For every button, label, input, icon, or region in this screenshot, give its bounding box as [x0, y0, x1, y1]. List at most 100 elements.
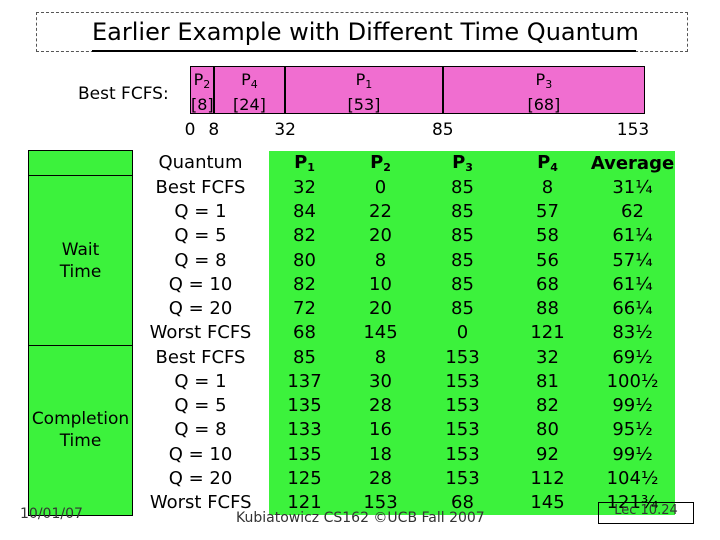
average-cell: 69½ — [590, 345, 675, 370]
table-header-row: Quantum P1 P2 P3 P4 Average — [28, 149, 675, 177]
p2-cell: 153 — [340, 491, 421, 516]
average-cell: 99½ — [590, 394, 675, 419]
column-header: P2 — [340, 150, 421, 176]
p2-cell: 22 — [340, 200, 421, 225]
gantt-label: Best FCFS: — [78, 84, 169, 104]
table-row: Q = 10 135 18 153 92 99½ — [29, 442, 675, 467]
p3-cell: 85 — [420, 175, 505, 200]
p3-cell: 153 — [420, 345, 505, 370]
table-row: Worst FCFS 68 145 0 121 83½ — [29, 321, 675, 346]
p2-cell: 8 — [340, 248, 421, 273]
method-cell: Q = 20 — [132, 466, 269, 491]
p1-cell: 84 — [268, 200, 341, 225]
average-cell: 61¼ — [590, 224, 675, 249]
table-row: Q = 5 82 20 85 58 61¼ — [29, 224, 675, 249]
comparison-table-wrap: Quantum P1 P2 P3 P4 Average Wait Time Best FCFS 3… — [28, 149, 675, 516]
p1-cell: 135 — [268, 394, 341, 419]
title-underline — [92, 50, 636, 52]
gantt-tick: 153 — [616, 120, 650, 140]
p1-cell: 32 — [268, 175, 341, 200]
method-cell: Q = 10 — [132, 442, 269, 467]
group-label: Completion Time — [28, 345, 133, 516]
p2-cell: 28 — [340, 394, 421, 419]
group-label: Wait Time — [28, 175, 133, 346]
table-row: Q = 8 133 16 153 80 95½ — [29, 418, 675, 443]
table-row: Q = 8 80 8 85 56 57¼ — [29, 248, 675, 273]
p2-cell: 0 — [340, 175, 421, 200]
p3-cell: 85 — [420, 224, 505, 249]
table-row: Completion Time Best FCFS 85 8 153 32 69½ — [28, 345, 675, 516]
method-cell: Q = 5 — [132, 224, 269, 249]
p2-cell: 20 — [340, 224, 421, 249]
method-cell: Best FCFS — [132, 175, 269, 200]
p4-cell: 88 — [504, 297, 591, 322]
p1-cell: 125 — [268, 466, 341, 491]
column-header: Average — [590, 150, 675, 176]
average-cell: 99½ — [590, 442, 675, 467]
p2-cell: 16 — [340, 418, 421, 443]
p2-cell: 8 — [340, 345, 421, 370]
p3-cell: 68 — [420, 491, 505, 516]
footer-slide-number: Lec 10.24 — [598, 502, 694, 524]
average-cell: 62 — [590, 200, 675, 225]
gantt-bar-name: P — [535, 70, 546, 89]
method-cell: Best FCFS — [132, 345, 269, 370]
gantt-bar-p4: P4 [24] — [213, 66, 286, 114]
method-cell: Q = 5 — [132, 394, 269, 419]
p3-cell: 0 — [420, 321, 505, 346]
method-cell: Q = 10 — [132, 272, 269, 297]
p1-cell: 85 — [268, 345, 341, 370]
column-header: P1 — [268, 150, 341, 176]
gantt-tick: 32 — [274, 120, 296, 140]
method-cell: Worst FCFS — [132, 491, 269, 516]
p4-cell: 92 — [504, 442, 591, 467]
p1-cell: 121 — [268, 491, 341, 516]
footer-course: Kubiatowicz CS162 ©UCB Fall 2007 — [236, 510, 485, 526]
gantt-tick: 0 — [184, 120, 196, 140]
gantt-bar-sub: 3 — [545, 78, 553, 91]
header-blank-cell — [28, 149, 133, 177]
gantt-bar-sub: 4 — [250, 78, 258, 91]
column-header: P4 — [504, 150, 591, 176]
p3-cell: 153 — [420, 466, 505, 491]
gantt-bar-name: P — [193, 70, 204, 89]
p4-cell: 58 — [504, 224, 591, 249]
average-cell: 66¼ — [590, 297, 675, 322]
p4-cell: 68 — [504, 272, 591, 297]
average-cell: 83½ — [590, 321, 675, 346]
average-cell: 31¼ — [590, 175, 675, 200]
p1-cell: 135 — [268, 442, 341, 467]
method-cell: Q = 8 — [132, 418, 269, 443]
gantt-bar-sub: 1 — [365, 78, 373, 91]
average-cell: 57¼ — [590, 248, 675, 273]
gantt-bar-name: P — [355, 70, 366, 89]
p4-cell: 32 — [504, 345, 591, 370]
p3-cell: 153 — [420, 369, 505, 394]
p1-cell: 133 — [268, 418, 341, 443]
p3-cell: 85 — [420, 200, 505, 225]
p2-cell: 28 — [340, 466, 421, 491]
p4-cell: 121 — [504, 321, 591, 346]
method-cell: Q = 8 — [132, 248, 269, 273]
table-row: Q = 5 135 28 153 82 99½ — [29, 394, 675, 419]
footer-date: 10/01/07 — [20, 506, 83, 522]
p2-cell: 20 — [340, 297, 421, 322]
p4-cell: 80 — [504, 418, 591, 443]
p3-cell: 85 — [420, 248, 505, 273]
p4-cell: 81 — [504, 369, 591, 394]
method-cell: Q = 20 — [132, 297, 269, 322]
gantt-bar-value: [24] — [233, 95, 266, 114]
column-header: P3 — [420, 150, 505, 176]
gantt-bar-p3: P3 [68] — [442, 66, 645, 114]
gantt-bar-p1: P1 [53] — [285, 66, 443, 114]
p4-cell: 145 — [504, 491, 591, 516]
p3-cell: 85 — [420, 297, 505, 322]
gantt-bar-p2: P2 [8] — [190, 66, 214, 114]
p4-cell: 8 — [504, 175, 591, 200]
p1-cell: 72 — [268, 297, 341, 322]
gantt-bar-value: [8] — [191, 95, 214, 114]
p1-cell: 137 — [268, 369, 341, 394]
table-row: Wait Time Best FCFS 32 0 85 8 31¼ — [28, 175, 675, 346]
gantt-bar-value: [68] — [527, 95, 561, 114]
table-row: Q = 20 125 28 153 112 104½ — [29, 466, 675, 491]
